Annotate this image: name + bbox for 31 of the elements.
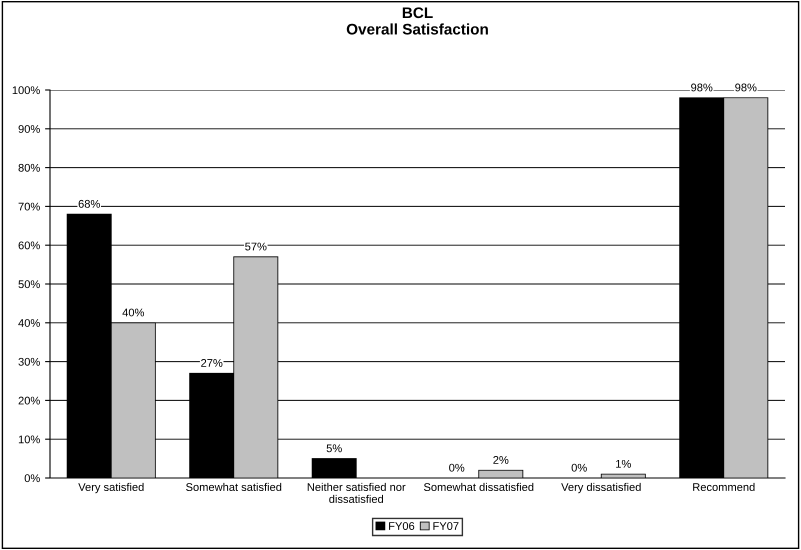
data-label: 0%	[572, 464, 587, 472]
data-label: 2%	[493, 456, 508, 464]
y-tick-label: 30%	[18, 358, 40, 366]
x-tick-label: Neither satisfied nor dissatisfied	[308, 482, 406, 503]
y-tick-label: 90%	[18, 125, 40, 133]
x-tick-label: Recommend	[693, 482, 755, 492]
data-label: 98%	[735, 84, 757, 92]
y-tick-label: 50%	[18, 280, 40, 288]
chart-title: BCL Overall Satisfaction	[346, 7, 488, 35]
data-label: 98%	[691, 84, 712, 92]
legend-label: FY06	[389, 522, 414, 530]
data-label: 27%	[201, 359, 222, 367]
y-tick-label: 10%	[18, 435, 40, 444]
data-label: 0%	[449, 464, 464, 472]
data-label: 5%	[326, 444, 342, 452]
y-tick-label: 0%	[24, 474, 40, 482]
y-tick-label: 40%	[18, 319, 40, 327]
y-tick-label: 80%	[18, 164, 40, 172]
data-label: 1%	[616, 460, 631, 468]
x-tick-label: Very satisfied	[78, 482, 144, 494]
data-label: 40%	[122, 308, 144, 316]
x-tick-label: Somewhat dissatisfied	[424, 482, 534, 492]
legend-label: FY07	[433, 522, 458, 530]
y-tick-label: 100%	[12, 86, 40, 94]
data-label: 68%	[78, 200, 100, 208]
x-tick-label: Somewhat satisfied	[186, 482, 282, 492]
y-tick-label: 20%	[18, 396, 40, 405]
y-tick-label: 60%	[18, 241, 40, 250]
x-tick-label: Very dissatisfied	[561, 482, 641, 494]
data-label: 57%	[245, 242, 267, 250]
y-tick-label: 70%	[18, 202, 40, 211]
